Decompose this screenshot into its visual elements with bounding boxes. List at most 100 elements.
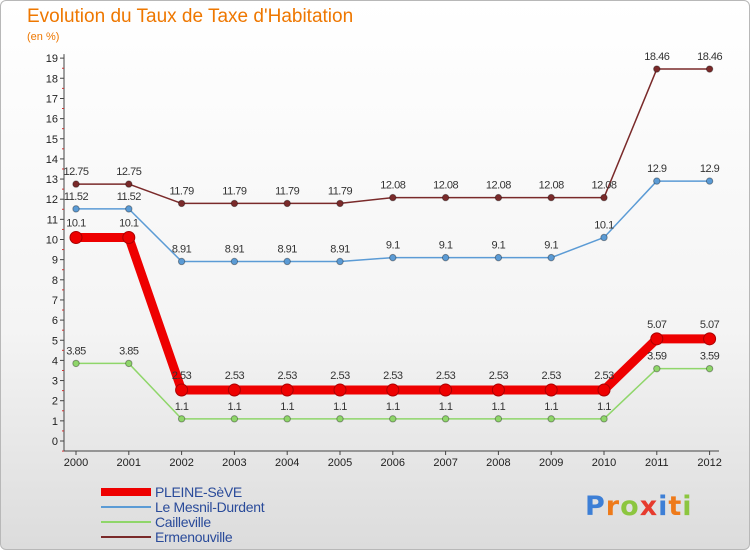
y-tick-label: 0: [52, 436, 58, 448]
proxiti-logo: Proxiti: [585, 491, 693, 522]
series-point: [494, 193, 503, 202]
x-tick-label: 2000: [64, 457, 88, 469]
y-tick-label: 1: [52, 416, 58, 428]
series-point: [125, 180, 133, 188]
data-label: 11.52: [117, 191, 142, 203]
data-label: 1.1: [280, 401, 294, 413]
data-label: 8.91: [277, 243, 297, 255]
series-point: [494, 415, 503, 423]
data-label: 12.08: [591, 180, 616, 192]
data-label: 2.53: [436, 370, 456, 382]
y-tick-label: 12: [46, 194, 58, 206]
x-tick-label: 2011: [645, 457, 669, 469]
series-point: [544, 383, 558, 397]
legend-swatch: [101, 536, 151, 538]
series-point: [177, 257, 186, 266]
x-tick-label: 2001: [117, 457, 141, 469]
legend-swatch: [101, 506, 151, 508]
data-label: 3.85: [119, 345, 139, 357]
x-tick-label: 2009: [539, 457, 563, 469]
data-label: 2.53: [541, 370, 561, 382]
series-point: [125, 359, 133, 368]
logo-letter: o: [620, 491, 640, 522]
data-label: 2.53: [172, 370, 192, 382]
series-point: [389, 253, 397, 262]
series-point: [705, 364, 714, 373]
y-tick-label: 18: [46, 73, 58, 85]
data-label: 9.1: [439, 240, 453, 252]
y-tick-label: 3: [52, 376, 58, 388]
series-point: [600, 233, 608, 242]
series-point: [441, 193, 450, 202]
x-tick-label: 2005: [328, 457, 352, 469]
y-axis-unit: (en %): [27, 31, 60, 43]
series-point: [283, 415, 291, 423]
series-point: [230, 257, 239, 266]
series-point: [494, 253, 503, 262]
series-point: [653, 364, 661, 373]
series-point: [280, 383, 294, 397]
data-label: 10.1: [119, 217, 139, 229]
y-tick-label: 4: [52, 355, 58, 367]
legend-swatch: [101, 521, 151, 523]
series-point: [175, 383, 189, 397]
data-label: 12.9: [647, 163, 667, 175]
data-label: 8.91: [330, 243, 350, 255]
data-label: 12.08: [486, 180, 511, 192]
data-label: 8.91: [172, 243, 192, 255]
data-label: 9.1: [544, 240, 558, 252]
data-label: 1.1: [175, 401, 189, 413]
y-tick-label: 5: [52, 335, 58, 347]
logo-letter: t: [668, 491, 683, 522]
x-tick-label: 2010: [592, 457, 616, 469]
series-point: [230, 415, 239, 423]
x-tick-label: 2012: [697, 457, 721, 469]
legend-label: Le Mesnil-Durdent: [155, 499, 265, 515]
series-point: [650, 332, 664, 346]
series-point: [600, 415, 608, 423]
series-point: [122, 230, 136, 244]
series-point: [389, 193, 397, 202]
data-label: 1.1: [597, 401, 611, 413]
series-point: [177, 199, 186, 208]
series-point: [441, 253, 450, 262]
data-label: 10.1: [594, 219, 614, 231]
data-label: 11.52: [64, 191, 89, 203]
series-point: [386, 383, 400, 397]
series-point: [491, 383, 505, 397]
data-label: 2.53: [489, 370, 509, 382]
x-tick-label: 2007: [433, 457, 457, 469]
data-label: 12.75: [63, 166, 88, 178]
series-point: [653, 65, 661, 73]
data-label: 2.53: [225, 370, 245, 382]
series-point: [177, 415, 186, 423]
legend-label: PLEINE-SèVE: [155, 484, 242, 500]
series-point: [72, 359, 80, 368]
data-label: 12.08: [433, 180, 458, 192]
data-label: 2.53: [383, 370, 403, 382]
data-label: 5.07: [647, 319, 667, 331]
data-label: 9.1: [492, 240, 506, 252]
y-tick-label: 9: [52, 255, 58, 267]
series-point: [72, 180, 80, 188]
logo-letter: i: [682, 491, 693, 522]
data-label: 3.59: [700, 351, 720, 363]
legend-swatch: [101, 488, 151, 496]
legend-label: Cailleville: [155, 514, 211, 530]
series-point: [703, 332, 717, 346]
logo-letter: r: [605, 491, 621, 522]
data-label: 1.1: [333, 401, 347, 413]
y-tick-label: 6: [52, 315, 58, 327]
y-tick-label: 2: [52, 396, 58, 408]
data-label: 1.1: [439, 401, 453, 413]
data-label: 1.1: [544, 401, 558, 413]
x-tick-label: 2008: [486, 457, 510, 469]
data-label: 1.1: [228, 401, 242, 413]
series-point: [389, 415, 397, 423]
data-label: 11.79: [328, 185, 353, 197]
y-tick-label: 14: [46, 154, 58, 166]
data-label: 18.46: [644, 51, 669, 63]
series-point: [283, 257, 291, 266]
series-point: [283, 199, 291, 208]
